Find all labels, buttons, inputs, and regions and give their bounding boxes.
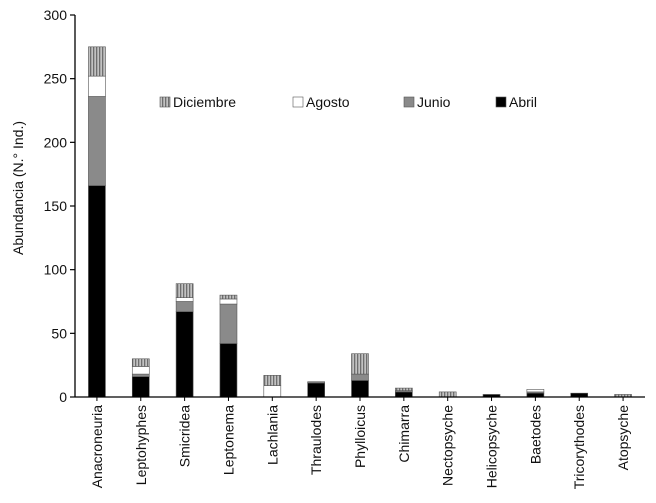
- x-category-labels-layer: Anacroneuria Leptohyphes Smicridea Leptonem…: [89, 397, 631, 489]
- bar-segment-thraulodes-junio: [307, 381, 325, 384]
- legend-item-diciembre: Diciembre: [159, 94, 236, 110]
- bar-segment-nectopsyche-diciembre: [438, 391, 457, 398]
- legend-swatch-abril: [495, 96, 507, 108]
- bar-segment-anacroneuria-diciembre: [88, 46, 106, 77]
- bar-segment-leptohyphes-agosto: [131, 366, 150, 375]
- x-category-label-thraulodes: Thraulodes: [308, 405, 324, 475]
- y-tick-label: 250: [44, 71, 68, 87]
- x-category-label-baetodes: Baetodes: [527, 405, 543, 464]
- y-tick-label: 0: [59, 389, 67, 405]
- x-category-label-anacroneuria: Anacroneuria: [89, 405, 105, 488]
- legend-swatch-junio: [403, 96, 415, 108]
- bar-segment-leptonema-agosto: [219, 298, 238, 305]
- legend-label-agosto: Agosto: [306, 94, 350, 110]
- bar-stack-nectopsyche: [438, 391, 457, 398]
- y-tick-label: 200: [44, 134, 68, 150]
- bar-segment-lachlania-diciembre: [263, 375, 282, 386]
- bar-segment-phylloicus-junio: [351, 373, 369, 381]
- bar-stack-leptohyphes: [131, 358, 150, 398]
- bar-segment-smicridea-junio: [175, 301, 194, 312]
- bar-stack-thraulodes: [307, 381, 325, 398]
- x-category-label-atopsyche: Atopsyche: [615, 405, 631, 471]
- x-category-label-leptonema: Leptonema: [220, 405, 236, 475]
- bar-segment-leptonema-diciembre: [219, 294, 238, 300]
- x-category-label-lachlania: Lachlania: [264, 405, 280, 465]
- y-tick-label: 50: [51, 325, 67, 341]
- bar-stack-anacroneuria: [88, 46, 106, 398]
- bar-segment-leptohyphes-diciembre: [131, 358, 150, 367]
- x-category-label-smicridea: Smicridea: [177, 405, 193, 467]
- bar-segment-smicridea-agosto: [175, 297, 194, 302]
- bar-segment-lachlania-agosto: [263, 385, 282, 398]
- bar-segment-smicridea-abril: [175, 311, 194, 398]
- y-ticks-layer: 0 50 100 150 200 250 300: [44, 7, 75, 405]
- legend-label-abril: Abril: [509, 94, 537, 110]
- bar-segment-phylloicus-diciembre: [351, 353, 369, 375]
- y-axis-label: Abundancia (N.° Ind.): [10, 121, 26, 255]
- bar-segment-leptonema-abril: [219, 343, 238, 398]
- bar-stack-phylloicus: [351, 353, 369, 398]
- y-tick-label: 300: [44, 7, 68, 23]
- bar-stack-lachlania: [263, 375, 282, 398]
- legend-item-junio: Junio: [403, 94, 451, 110]
- x-category-label-helicopsyche: Helicopsyche: [484, 405, 500, 488]
- x-category-label-chimarra: Chimarra: [396, 405, 412, 463]
- legend-item-abril: Abril: [495, 94, 537, 110]
- bar-segment-anacroneuria-junio: [88, 96, 106, 186]
- bar-segment-leptonema-junio: [219, 303, 238, 344]
- bar-stack-leptonema: [219, 294, 238, 398]
- y-tick-label: 150: [44, 198, 68, 214]
- bar-stack-chimarra: [395, 387, 413, 398]
- x-category-label-leptohyphes: Leptohyphes: [133, 405, 149, 485]
- axes-layer: [74, 15, 645, 398]
- bar-segment-thraulodes-abril: [307, 382, 325, 398]
- legend-label-diciembre: Diciembre: [173, 94, 236, 110]
- bar-segment-leptohyphes-junio: [131, 373, 150, 377]
- bar-segment-smicridea-diciembre: [175, 283, 194, 298]
- bar-segment-anacroneuria-abril: [88, 185, 106, 398]
- bar-stack-smicridea: [175, 283, 194, 398]
- x-category-label-nectopsyche: Nectopsyche: [440, 405, 456, 486]
- x-category-label-phylloicus: Phylloicus: [352, 405, 368, 468]
- legend: Diciembre Agosto Junio Abril: [159, 94, 537, 110]
- legend-swatch-agosto: [292, 96, 304, 108]
- legend-label-junio: Junio: [417, 94, 451, 110]
- bar-segment-anacroneuria-agosto: [88, 75, 106, 97]
- bar-segment-leptohyphes-abril: [131, 376, 150, 398]
- y-tick-label: 100: [44, 262, 68, 278]
- bar-segment-baetodes-agosto: [526, 389, 545, 393]
- legend-item-agosto: Agosto: [292, 94, 350, 110]
- bar-stack-baetodes: [526, 389, 545, 398]
- bar-segment-chimarra-abril: [395, 391, 413, 398]
- x-category-label-tricorythodes: Tricorythodes: [571, 405, 587, 489]
- bar-segment-phylloicus-abril: [351, 380, 369, 398]
- legend-swatch-diciembre: [159, 96, 171, 108]
- bar-segment-chimarra-diciembre: [395, 387, 413, 391]
